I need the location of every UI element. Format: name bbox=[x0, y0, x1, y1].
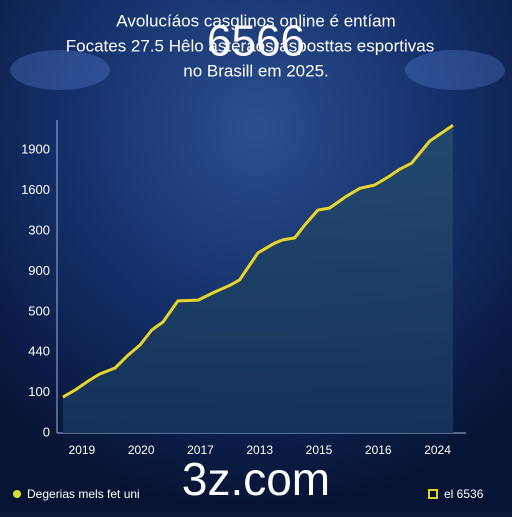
watermark: 6566 bbox=[207, 17, 305, 66]
x-tick-label: 2015 bbox=[306, 443, 333, 457]
y-tick-label: 0 bbox=[43, 424, 50, 439]
y-tick-label: 500 bbox=[28, 303, 50, 318]
x-tick-label: 2020 bbox=[128, 443, 155, 457]
y-tick-label: 100 bbox=[28, 384, 50, 399]
title-line: Focates 27.5 Hêlo asteraosrasposttas esp… bbox=[66, 36, 435, 55]
x-tick-label: 2019 bbox=[69, 443, 96, 457]
legend-marker bbox=[428, 489, 438, 499]
legend-label: el 6536 bbox=[444, 487, 484, 501]
legend: Degerias mels fet uni el 6536 bbox=[13, 487, 484, 501]
x-tick-label: 2016 bbox=[365, 443, 392, 457]
y-tick-label: 900 bbox=[28, 263, 50, 278]
legend-label: Degerias mels fet uni bbox=[27, 487, 140, 501]
y-tick-label: 1900 bbox=[21, 142, 50, 157]
legend-marker bbox=[13, 490, 21, 498]
x-tick-label: 2024 bbox=[424, 443, 451, 457]
site-watermark: 3z.com bbox=[182, 453, 330, 505]
area bbox=[62, 125, 454, 434]
stadium-light bbox=[405, 50, 505, 90]
x-tick-label: 2013 bbox=[246, 443, 273, 457]
stadium-light bbox=[10, 50, 110, 90]
y-tick-label: 1600 bbox=[21, 182, 50, 197]
line bbox=[62, 124, 454, 399]
x-tick-label: 2017 bbox=[187, 443, 214, 457]
title-line: Avolucíáos casglinos online é entíam bbox=[116, 11, 395, 30]
title-line: no Brasill em 2025. bbox=[183, 61, 329, 80]
plot: 0 100 440 500 900 300 1600 1900 2019 2020 2017 2013… bbox=[21, 120, 466, 457]
y-tick-label: 440 bbox=[28, 344, 50, 359]
y-tick-label: 300 bbox=[28, 223, 50, 238]
